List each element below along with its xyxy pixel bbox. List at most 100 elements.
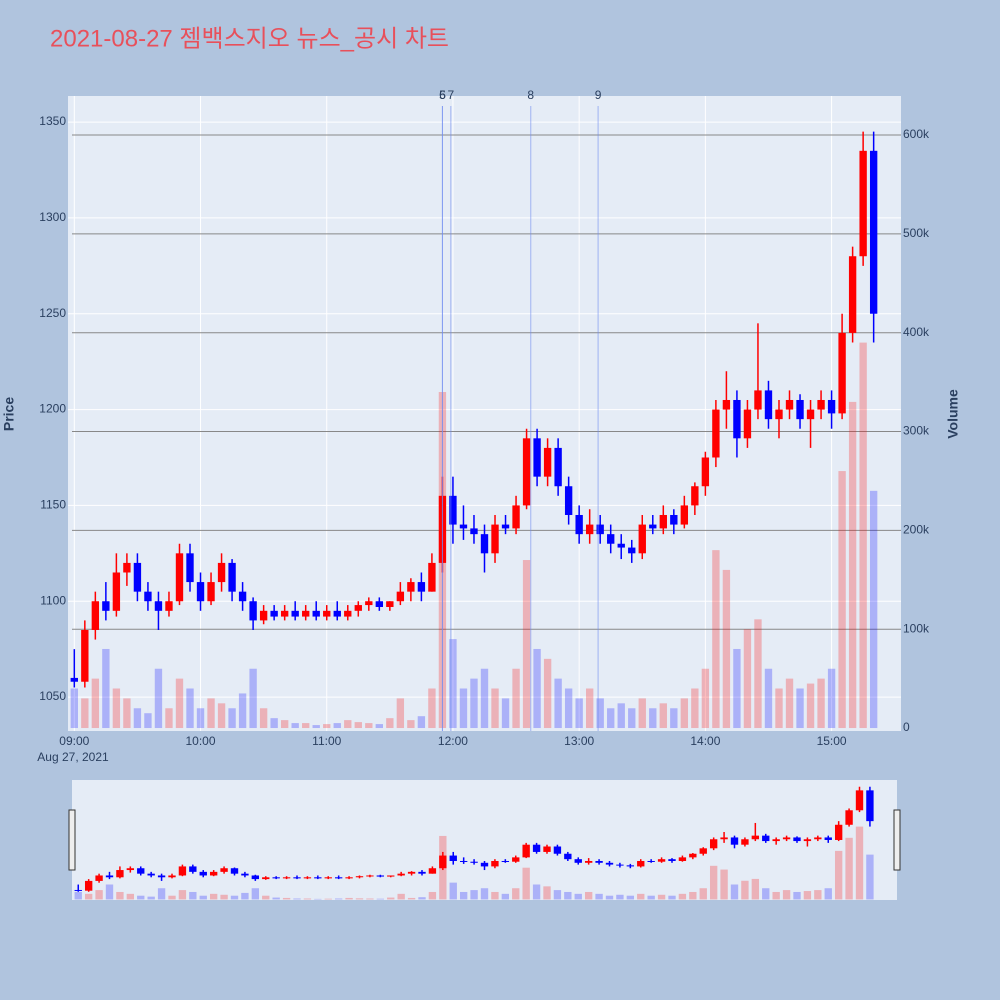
slider-volume-bar	[95, 890, 103, 900]
x-tick-label: 14:00	[690, 734, 720, 748]
plot-area	[68, 96, 901, 731]
candle-body	[607, 534, 615, 544]
slider-candle-body	[157, 875, 166, 878]
volume-bar	[533, 648, 541, 729]
slider-candle-body	[459, 860, 468, 862]
volume-bar	[196, 708, 205, 729]
candle-body	[848, 256, 857, 333]
slider-volume-bar	[772, 891, 780, 900]
candle-body	[302, 610, 310, 617]
slider-candle-body	[678, 857, 687, 861]
x-tick-label: 11:00	[312, 734, 341, 748]
annotation-label: 8	[527, 88, 534, 102]
slider-volume-bar	[762, 888, 770, 900]
y2-tick-label: 300k	[903, 424, 930, 438]
candle-body	[186, 553, 194, 583]
slider-handle[interactable]	[68, 809, 76, 871]
slider-volume-bar	[574, 893, 582, 900]
volume-bar	[628, 708, 636, 729]
slider-volume-bar	[491, 891, 499, 900]
slider-candle-body	[532, 844, 541, 852]
slider-candle-body	[105, 875, 114, 878]
candle-body	[344, 610, 352, 617]
slider-volume-bar	[512, 888, 520, 900]
volume-bar	[596, 698, 604, 729]
slider-volume-bar	[345, 897, 353, 900]
volume-bar	[112, 688, 121, 729]
slider-candle-body	[834, 824, 843, 840]
slider-volume-bar	[220, 894, 228, 900]
slider-volume-bar	[793, 891, 801, 900]
volume-bar	[764, 668, 773, 729]
slider-candle-body	[814, 837, 822, 840]
slider-volume-bar	[834, 850, 843, 900]
x-tick-label: 15:00	[817, 734, 847, 748]
volume-bar	[259, 708, 268, 729]
candle-body	[91, 601, 100, 630]
slider-volume-bar	[501, 893, 510, 900]
range-slider[interactable]	[72, 780, 897, 900]
annotation-label: 6	[439, 88, 446, 102]
volume-bar	[365, 723, 373, 729]
slider-handle[interactable]	[893, 809, 901, 871]
candle-body	[470, 528, 478, 535]
candle-body	[680, 505, 689, 525]
volume-bar	[186, 688, 194, 729]
slider-candle-body	[855, 790, 864, 811]
candle-body	[838, 332, 846, 414]
slider-candle-body	[439, 855, 447, 869]
candle-body	[596, 524, 604, 535]
volume-bar	[649, 708, 657, 729]
slider-candle-body	[741, 839, 749, 845]
slider-volume-bar	[647, 895, 655, 900]
slider-candle-body	[147, 873, 155, 876]
slider-volume-bar	[845, 837, 853, 900]
slider-candle-body	[626, 865, 635, 867]
slider-volume-bar	[543, 886, 551, 900]
candle-body	[764, 390, 773, 420]
candle-body	[196, 582, 205, 602]
slider-candle-body	[449, 855, 457, 861]
y-tick-label: 1150	[40, 498, 66, 512]
slider-candle-body	[251, 875, 260, 880]
volume-bar	[775, 688, 783, 729]
slider-candle-body	[782, 837, 791, 840]
slider-volume-bar	[241, 892, 249, 900]
volume-bar	[670, 708, 678, 729]
slider-volume-bar	[105, 884, 114, 900]
slider-volume-bar	[699, 888, 707, 900]
slider-candle-body	[116, 870, 124, 878]
slider-candle-body	[699, 848, 707, 854]
slider-volume-bar	[137, 895, 145, 900]
slider-volume-bar	[803, 891, 812, 900]
volume-bar	[701, 668, 710, 729]
slider-volume-bar	[168, 895, 176, 900]
slider-volume-bar	[595, 893, 603, 900]
volume-bar	[70, 688, 78, 729]
slider-volume-bar	[720, 869, 728, 900]
volume-bar	[575, 698, 583, 729]
y2-tick-label: 400k	[903, 325, 930, 339]
volume-bar	[459, 688, 468, 729]
volume-bar	[712, 550, 720, 729]
candle-body	[491, 524, 499, 554]
slider-volume-bar	[126, 893, 135, 900]
slider-candle-body	[689, 853, 697, 858]
candle-body	[659, 514, 667, 529]
candle-body	[796, 399, 804, 420]
slider-volume-bar	[209, 893, 218, 900]
volume-bar	[123, 698, 131, 729]
volume-bar	[154, 668, 163, 729]
volume-bar	[480, 668, 489, 729]
slider-volume-bar	[584, 891, 593, 900]
slider-candle-body	[605, 862, 614, 865]
volume-bar	[91, 678, 100, 729]
y-tick-label: 1100	[40, 593, 66, 607]
slider-candle-body	[553, 846, 562, 854]
y-tick-label: 1350	[39, 114, 66, 128]
candle-body	[785, 399, 794, 410]
x-date-label: Aug 27, 2021	[37, 750, 109, 764]
volume-bar	[228, 708, 236, 729]
volume-bar	[785, 678, 794, 729]
y-tick-label: 1300	[39, 210, 66, 224]
